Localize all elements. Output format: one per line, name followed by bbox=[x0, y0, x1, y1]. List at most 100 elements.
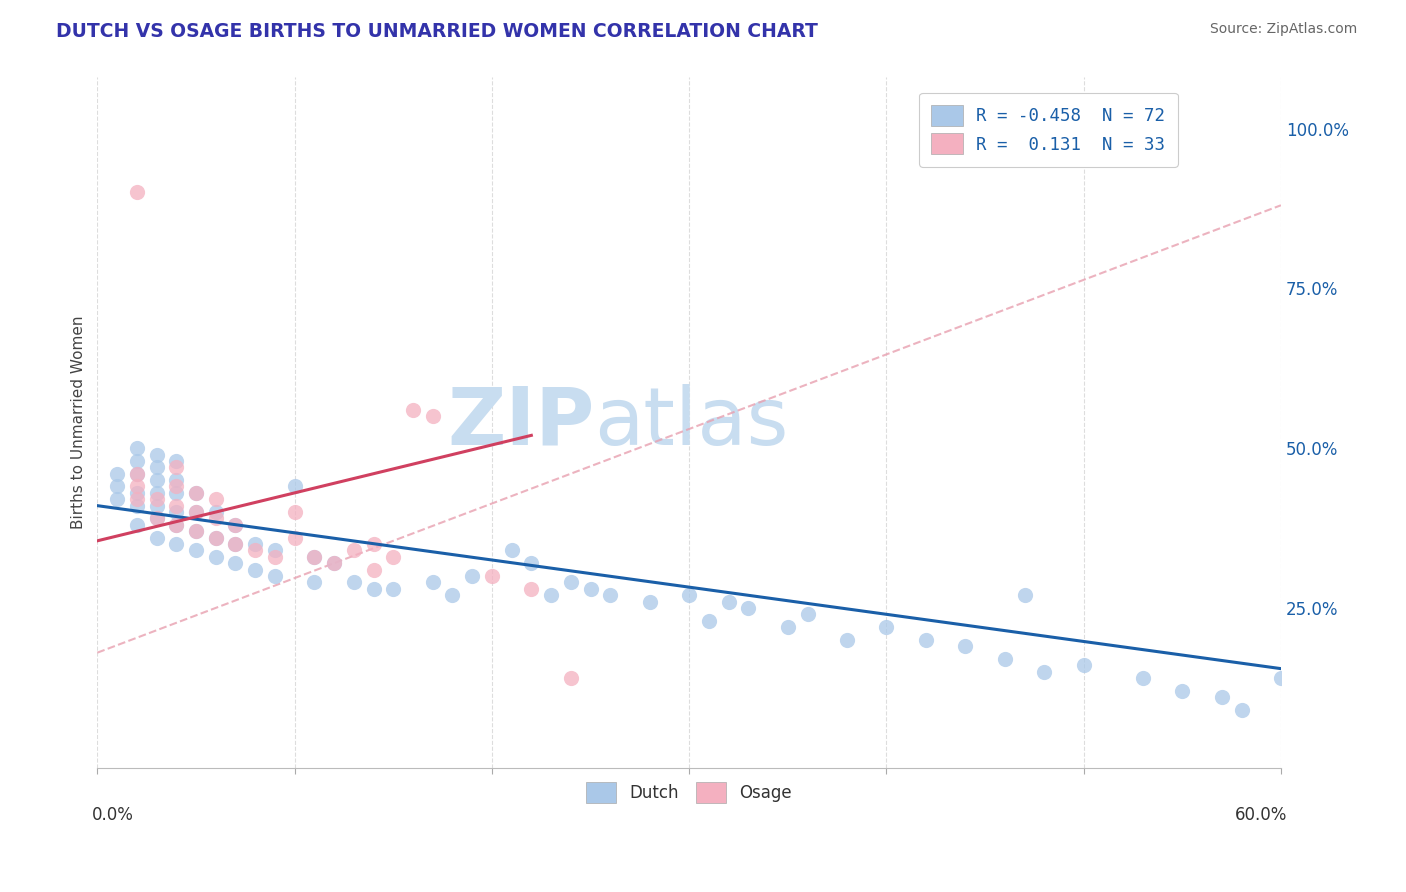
Point bbox=[165, 517, 187, 532]
Point bbox=[204, 531, 226, 545]
Point bbox=[520, 582, 543, 596]
Point bbox=[125, 486, 148, 500]
Point bbox=[184, 543, 207, 558]
Point bbox=[560, 575, 582, 590]
Point bbox=[145, 448, 167, 462]
Point bbox=[1270, 671, 1292, 685]
Point bbox=[105, 467, 128, 481]
Point bbox=[165, 473, 187, 487]
Point bbox=[125, 492, 148, 507]
Point bbox=[323, 556, 346, 570]
Point bbox=[204, 531, 226, 545]
Point bbox=[145, 511, 167, 525]
Point bbox=[145, 473, 167, 487]
Point bbox=[520, 556, 543, 570]
Point bbox=[441, 588, 464, 602]
Point bbox=[343, 575, 366, 590]
Text: 0.0%: 0.0% bbox=[91, 805, 134, 823]
Point bbox=[1132, 671, 1154, 685]
Point bbox=[737, 601, 759, 615]
Text: DUTCH VS OSAGE BIRTHS TO UNMARRIED WOMEN CORRELATION CHART: DUTCH VS OSAGE BIRTHS TO UNMARRIED WOMEN… bbox=[56, 22, 818, 41]
Point bbox=[165, 460, 187, 475]
Point bbox=[501, 543, 523, 558]
Point bbox=[717, 594, 740, 608]
Point bbox=[284, 505, 307, 519]
Point bbox=[105, 492, 128, 507]
Legend: Dutch, Osage: Dutch, Osage bbox=[578, 774, 800, 811]
Point bbox=[184, 524, 207, 539]
Point bbox=[402, 402, 425, 417]
Point bbox=[184, 486, 207, 500]
Text: 60.0%: 60.0% bbox=[1234, 805, 1286, 823]
Text: ZIP: ZIP bbox=[447, 384, 595, 461]
Point bbox=[363, 582, 385, 596]
Point bbox=[125, 499, 148, 513]
Point bbox=[125, 454, 148, 468]
Point bbox=[678, 588, 700, 602]
Point bbox=[955, 640, 977, 654]
Point bbox=[165, 499, 187, 513]
Point bbox=[165, 505, 187, 519]
Point bbox=[304, 549, 326, 564]
Point bbox=[125, 467, 148, 481]
Point bbox=[461, 569, 484, 583]
Point bbox=[343, 543, 366, 558]
Point bbox=[422, 575, 444, 590]
Point bbox=[382, 549, 405, 564]
Point bbox=[579, 582, 602, 596]
Point bbox=[184, 486, 207, 500]
Point bbox=[875, 620, 897, 634]
Point bbox=[1073, 658, 1095, 673]
Point bbox=[145, 511, 167, 525]
Point bbox=[224, 537, 246, 551]
Point bbox=[382, 582, 405, 596]
Point bbox=[264, 549, 287, 564]
Point bbox=[184, 524, 207, 539]
Point bbox=[243, 543, 266, 558]
Point bbox=[224, 517, 246, 532]
Point bbox=[145, 531, 167, 545]
Point bbox=[284, 531, 307, 545]
Point bbox=[125, 186, 148, 200]
Y-axis label: Births to Unmarried Women: Births to Unmarried Women bbox=[72, 316, 86, 529]
Point bbox=[145, 460, 167, 475]
Point bbox=[145, 486, 167, 500]
Point bbox=[224, 517, 246, 532]
Point bbox=[481, 569, 503, 583]
Text: Source: ZipAtlas.com: Source: ZipAtlas.com bbox=[1209, 22, 1357, 37]
Point bbox=[796, 607, 818, 622]
Point bbox=[638, 594, 661, 608]
Point bbox=[835, 632, 858, 647]
Point bbox=[204, 492, 226, 507]
Point bbox=[599, 588, 621, 602]
Point bbox=[1211, 690, 1233, 705]
Point bbox=[125, 467, 148, 481]
Point bbox=[165, 454, 187, 468]
Point bbox=[284, 479, 307, 493]
Point bbox=[125, 441, 148, 455]
Point bbox=[422, 409, 444, 424]
Point bbox=[204, 511, 226, 525]
Point bbox=[224, 537, 246, 551]
Point bbox=[145, 492, 167, 507]
Point bbox=[1230, 703, 1253, 717]
Point bbox=[125, 479, 148, 493]
Point bbox=[204, 505, 226, 519]
Point bbox=[304, 575, 326, 590]
Point bbox=[165, 517, 187, 532]
Point bbox=[363, 563, 385, 577]
Point bbox=[264, 543, 287, 558]
Point bbox=[184, 505, 207, 519]
Point bbox=[1171, 684, 1194, 698]
Point bbox=[243, 537, 266, 551]
Point bbox=[184, 505, 207, 519]
Point bbox=[915, 632, 938, 647]
Point bbox=[204, 549, 226, 564]
Point bbox=[304, 549, 326, 564]
Point bbox=[145, 499, 167, 513]
Point bbox=[363, 537, 385, 551]
Point bbox=[560, 671, 582, 685]
Point bbox=[697, 614, 720, 628]
Text: atlas: atlas bbox=[595, 384, 789, 461]
Point bbox=[776, 620, 799, 634]
